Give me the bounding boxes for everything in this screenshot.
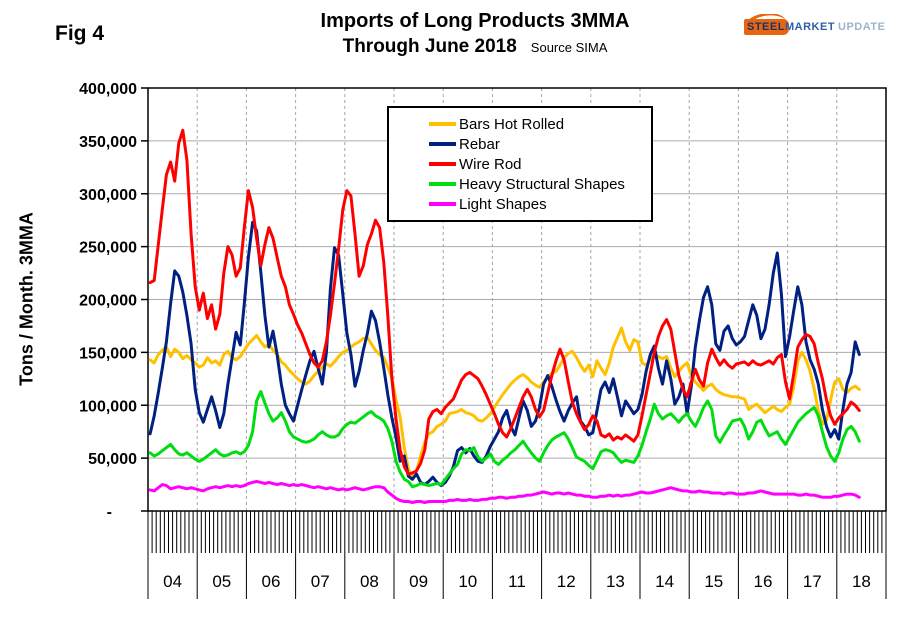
chart-subtitle: Through June 2018 <box>342 36 517 57</box>
logo-steel-text: STEEL <box>744 19 789 35</box>
figure-number-label: Fig 4 <box>55 22 105 45</box>
legend-swatch-icon <box>429 142 456 146</box>
legend-swatch-icon <box>429 122 456 126</box>
legend-label: Light Shapes <box>459 195 547 213</box>
y-axis-tick-label: 350,000 <box>79 134 137 151</box>
y-axis-tick-label: 50,000 <box>88 451 137 468</box>
legend-swatch-icon <box>429 162 456 166</box>
x-axis-year-label: 08 <box>360 572 379 591</box>
legend-item: Wire Rod <box>429 156 647 173</box>
legend-item: Rebar <box>429 136 647 153</box>
y-axis-tick-label: 100,000 <box>79 398 137 415</box>
legend-label: Heavy Structural Shapes <box>459 175 625 193</box>
x-axis-year-label: 15 <box>704 572 723 591</box>
series-line-rebar <box>148 220 861 488</box>
x-axis-year-label: 17 <box>803 572 822 591</box>
title-block: Imports of Long Products 3MMA Through Ju… <box>235 9 715 60</box>
x-axis-year-label: 06 <box>262 572 281 591</box>
legend-item: Heavy Structural Shapes <box>429 176 647 193</box>
chart-title: Imports of Long Products 3MMA <box>320 10 630 32</box>
x-axis-year-label: 04 <box>163 572 182 591</box>
y-axis-tick-label: 300,000 <box>79 187 137 204</box>
x-axis-year-label: 05 <box>212 572 231 591</box>
legend-label: Rebar <box>459 135 500 153</box>
x-axis-year-label: 07 <box>311 572 330 591</box>
x-axis-year-label: 11 <box>508 572 526 591</box>
x-axis-year-label: 14 <box>655 572 674 591</box>
x-axis-year-label: 18 <box>852 572 871 591</box>
legend-label: Bars Hot Rolled <box>459 115 565 133</box>
x-axis-year-label: 09 <box>409 572 428 591</box>
legend: Bars Hot Rolled Rebar Wire Rod Heavy Struct… <box>387 106 653 222</box>
x-axis-year-label: 13 <box>606 572 625 591</box>
y-axis-tick-label: 200,000 <box>79 293 137 310</box>
y-axis-tick-label: - <box>107 504 112 521</box>
x-axis-year-label: 16 <box>754 572 773 591</box>
logo-update-text: UPDATE <box>838 21 886 33</box>
series-line-light-shapes <box>148 479 861 504</box>
legend-item: Light Shapes <box>429 196 647 213</box>
chart-subtitle-row: Through June 2018 Source SIMA <box>235 34 715 60</box>
y-axis-tick-label: 250,000 <box>79 240 137 257</box>
legend-item: Bars Hot Rolled <box>429 116 647 133</box>
x-axis-year-label: 10 <box>458 572 477 591</box>
y-axis-tick-label: 400,000 <box>79 81 137 98</box>
legend-swatch-icon <box>429 182 456 186</box>
logo-swoosh-icon <box>746 14 786 23</box>
source-label: Source SIMA <box>530 40 608 55</box>
legend-label: Wire Rod <box>459 155 522 173</box>
x-axis-year-label: 12 <box>557 572 576 591</box>
legend-swatch-icon <box>429 202 456 206</box>
y-axis-tick-label: 150,000 <box>79 345 137 362</box>
series-line-heavy-structural-shapes <box>148 390 861 489</box>
steel-market-update-logo: STEEL MARKET UPDATE <box>742 14 892 40</box>
logo-market-text: MARKET <box>785 21 836 33</box>
series-line-wire-rod <box>148 128 861 476</box>
